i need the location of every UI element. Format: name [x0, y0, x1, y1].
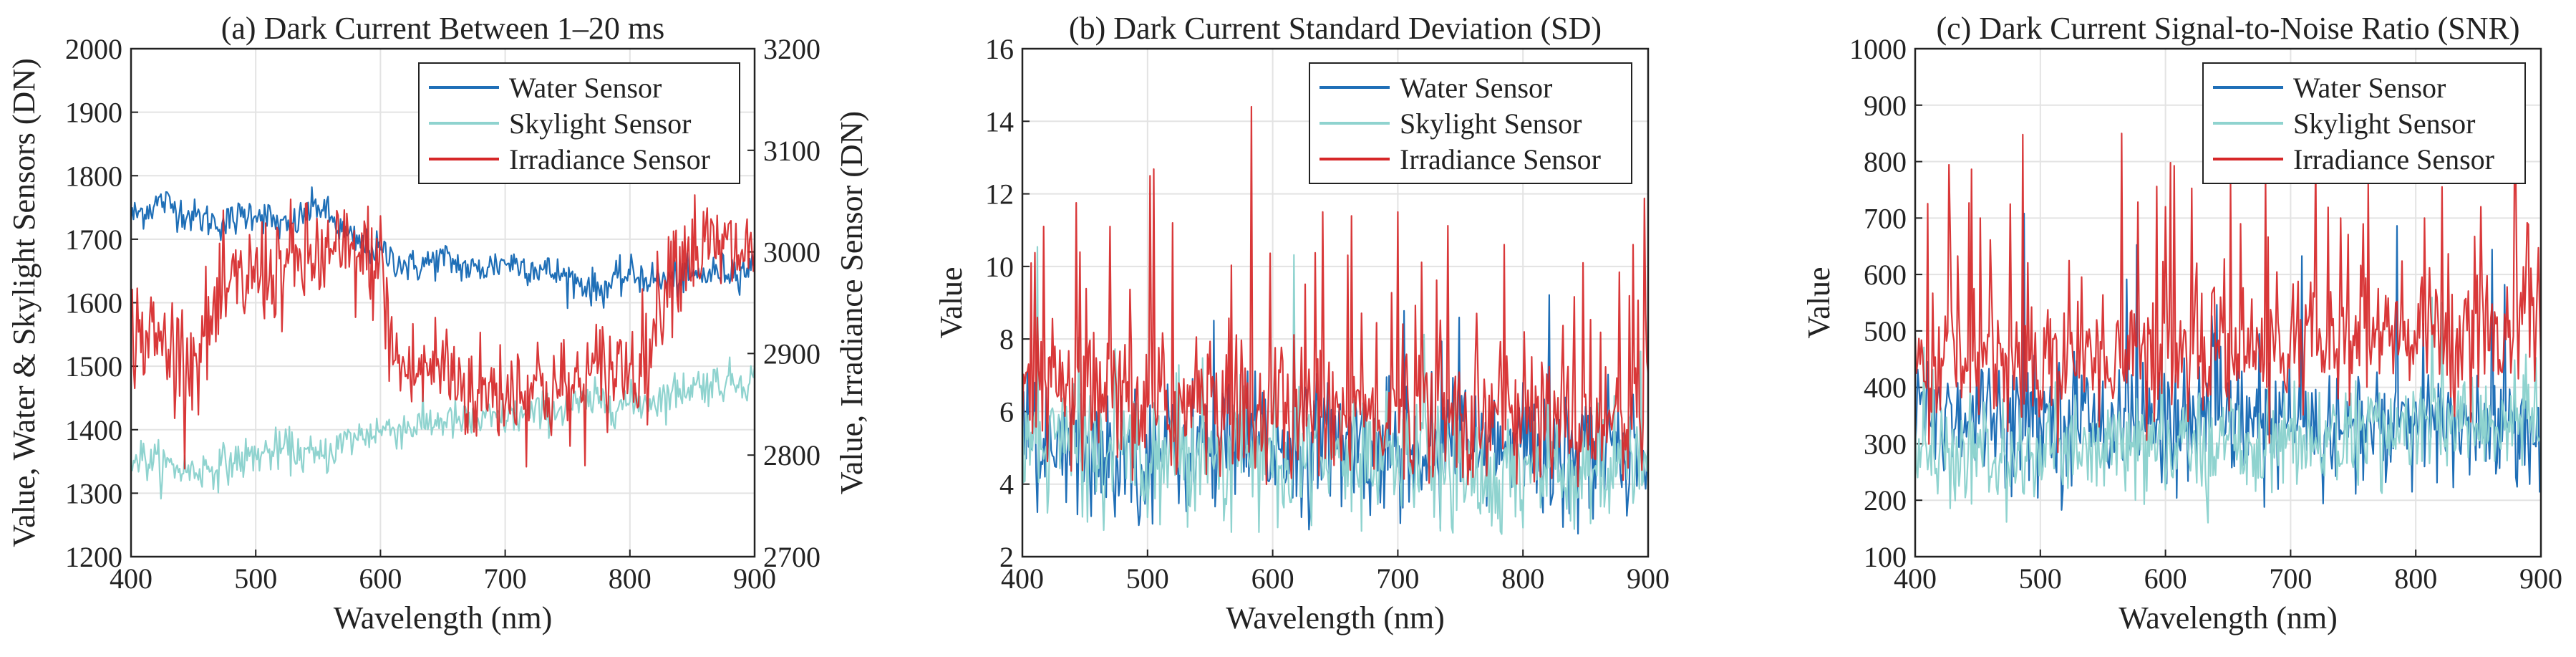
x-tick-label: 400: [1001, 562, 1044, 595]
y-right-tick-label: 3000: [763, 236, 820, 269]
axes-frame: [130, 47, 756, 558]
x-tick-label: 700: [2269, 562, 2312, 595]
legend-entry: Irradiance Sensor: [1400, 143, 1601, 176]
legend-entry: Water Sensor: [2293, 72, 2446, 104]
y-tick-label: 10: [985, 251, 1014, 283]
y-tick-label: 500: [1864, 315, 1907, 347]
legend-entry: Water Sensor: [509, 72, 662, 104]
series-line-irradiance-sensor: [1915, 133, 2541, 454]
legend-entry: Irradiance Sensor: [2293, 143, 2494, 176]
y-right-tick-label: 3200: [763, 33, 820, 65]
y-tick-label: 12: [985, 178, 1014, 211]
legend-entry: Irradiance Sensor: [509, 143, 710, 176]
y-axis-label: Value: [1801, 267, 1836, 338]
x-tick-label: 600: [2144, 562, 2187, 595]
y-tick-label: 8: [999, 323, 1014, 355]
x-tick-label: 400: [1894, 562, 1937, 595]
series-line-water-sensor: [131, 186, 755, 310]
legend-entry: Skylight Sensor: [2293, 107, 2475, 140]
y-tick-label: 16: [985, 33, 1014, 65]
y-tick-label: 800: [1864, 146, 1907, 178]
y-tick-label: 6: [999, 395, 1014, 428]
y-tick-label: 1200: [65, 541, 122, 573]
x-tick-label: 800: [2394, 562, 2437, 595]
y-tick-label: 700: [1864, 202, 1907, 234]
series-line-irradiance-sensor: [131, 194, 755, 470]
x-tick-label: 500: [2019, 562, 2062, 595]
y-tick-label: 600: [1864, 259, 1907, 291]
x-tick-label: 700: [1376, 562, 1419, 595]
x-axis-label: Wavelength (nm): [334, 600, 553, 636]
y-tick-label: 1700: [65, 224, 122, 256]
chart-panel-3: 400 500 600 700 800 900 100 200 300 400 500 600 700 8…: [1801, 11, 2562, 636]
series-lines: [131, 186, 755, 500]
x-tick-label: 900: [2519, 562, 2562, 595]
series-line-skylight-sensor: [1022, 246, 1648, 535]
chart-panel-2: 400 500 600 700 800 900 2 4 6 8 10 12 14 16 (b) Dark C…: [934, 11, 1670, 636]
chart-panel-1: 400 500 600 700 800 900 1200 1300 1400 1500 1600 17…: [6, 11, 869, 636]
y-tick-label: 2: [999, 541, 1014, 573]
y-right-tick-label: 3100: [763, 135, 820, 167]
x-axis-label: Wavelength (nm): [1226, 600, 1445, 636]
chart-title: (b) Dark Current Standard Deviation (SD): [1069, 11, 1602, 46]
series-line-irradiance-sensor: [1022, 105, 1648, 488]
y-right-tick-label: 2800: [763, 439, 820, 471]
y-axis-label: Value, Water & Skylight Sensors (DN): [6, 58, 42, 547]
y-tick-label: 4: [999, 469, 1014, 501]
legend-entry: Water Sensor: [1400, 72, 1552, 104]
x-tick-label: 600: [1251, 562, 1294, 595]
y-tick-label: 200: [1864, 484, 1907, 517]
series-lines: [1022, 105, 1648, 535]
axes-frame: [1914, 47, 2542, 558]
legend-entry: Skylight Sensor: [509, 107, 691, 140]
axes-frame: [1021, 47, 1650, 558]
y-axis-label: Value: [934, 267, 969, 338]
series-lines: [1915, 133, 2541, 524]
y-tick-label: 1800: [65, 160, 122, 192]
y-tick-label: 2000: [65, 33, 122, 65]
y-tick-label: 1300: [65, 477, 122, 509]
x-tick-label: 800: [609, 562, 652, 595]
y-tick-label: 300: [1864, 428, 1907, 460]
x-tick-label: 900: [733, 562, 776, 595]
x-axis-label: Wavelength (nm): [2119, 600, 2338, 636]
y-axis-right-label: Value, Irradiance Sensor (DN): [834, 111, 869, 494]
x-tick-label: 400: [110, 562, 152, 595]
y-tick-label: 1400: [65, 414, 122, 446]
x-tick-label: 500: [234, 562, 277, 595]
x-tick-label: 900: [1627, 562, 1670, 595]
y-tick-label: 1900: [65, 97, 122, 129]
legend-entry: Skylight Sensor: [1400, 107, 1582, 140]
y-tick-label: 1000: [1849, 33, 1907, 65]
y-tick-label: 400: [1864, 372, 1907, 404]
y-tick-label: 1600: [65, 287, 122, 320]
chart-title: (c) Dark Current Signal-to-Noise Ratio (…: [1936, 11, 2519, 46]
y-tick-label: 100: [1864, 541, 1907, 573]
x-tick-label: 600: [359, 562, 402, 595]
chart-title: (a) Dark Current Between 1–20 ms: [221, 11, 664, 46]
y-tick-label: 14: [985, 105, 1014, 138]
series-line-skylight-sensor: [1915, 297, 2541, 524]
series-line-skylight-sensor: [131, 356, 755, 500]
y-right-tick-label: 2900: [763, 337, 820, 370]
x-tick-label: 800: [1501, 562, 1544, 595]
y-right-tick-label: 2700: [763, 541, 820, 573]
x-tick-label: 700: [484, 562, 527, 595]
x-tick-label: 500: [1126, 562, 1169, 595]
y-tick-label: 900: [1864, 90, 1907, 122]
y-tick-label: 1500: [65, 350, 122, 383]
